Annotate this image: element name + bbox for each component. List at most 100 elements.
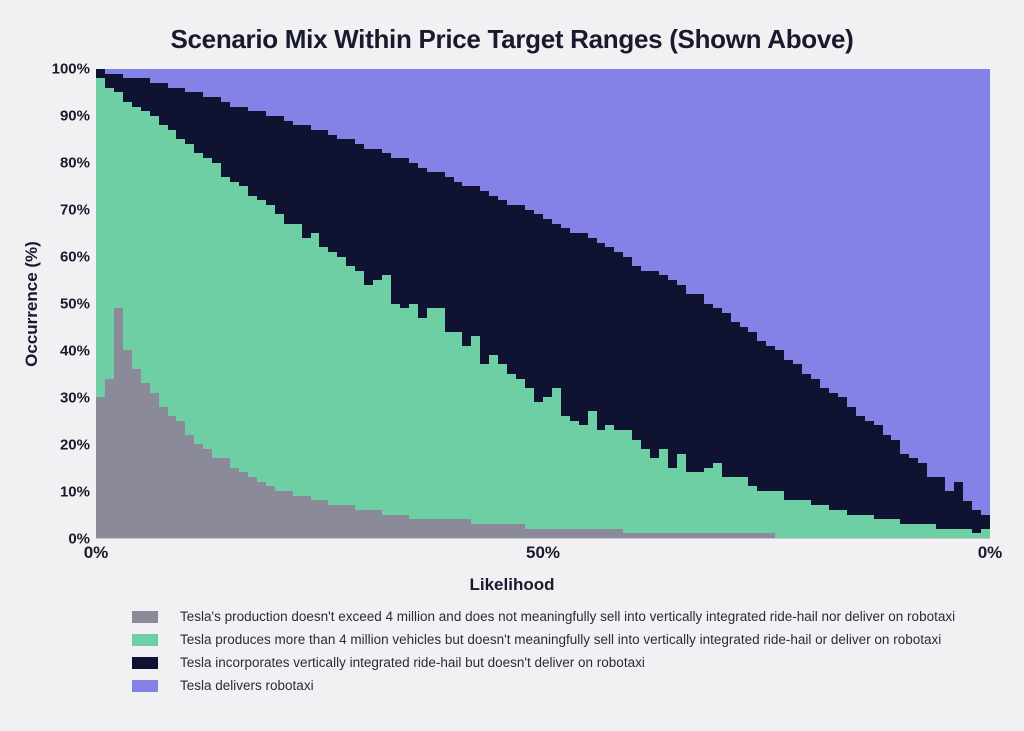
bar-segment-s4 [284, 69, 293, 121]
bar-segment-s1 [543, 529, 552, 538]
bar-segment-s2 [391, 304, 400, 515]
bar-segment-s1 [427, 519, 436, 538]
bar-column [740, 69, 749, 538]
bar-segment-s4 [561, 69, 570, 228]
bar-segment-s2 [838, 510, 847, 538]
bar-segment-s3 [337, 139, 346, 256]
bar-column [552, 69, 561, 538]
bar-segment-s1 [748, 533, 757, 538]
bar-segment-s4 [731, 69, 740, 322]
bar-segment-s1 [284, 491, 293, 538]
bar-segment-s2 [498, 364, 507, 523]
bar-segment-s1 [766, 533, 775, 538]
bar-segment-s2 [865, 515, 874, 538]
bar-column [382, 69, 391, 538]
bar-segment-s4 [543, 69, 552, 219]
bar-segment-s3 [802, 374, 811, 501]
bar-column [132, 69, 141, 538]
bar-segment-s2 [105, 88, 114, 379]
bar-segment-s1 [588, 529, 597, 538]
bar-segment-s1 [552, 529, 561, 538]
bar-segment-s3 [677, 285, 686, 454]
bar-column [856, 69, 865, 538]
bar-segment-s2 [820, 505, 829, 538]
bar-segment-s3 [221, 102, 230, 177]
bar-segment-s2 [436, 308, 445, 519]
bar-segment-s2 [516, 379, 525, 524]
x-tick: 50% [526, 543, 560, 563]
bar-segment-s3 [945, 491, 954, 529]
bar-segment-s3 [927, 477, 936, 524]
bar-segment-s3 [784, 360, 793, 501]
bar-column [713, 69, 722, 538]
bar-segment-s2 [534, 402, 543, 529]
bar-column [820, 69, 829, 538]
bar-segment-s4 [176, 69, 185, 88]
bar-column [811, 69, 820, 538]
bar-segment-s3 [346, 139, 355, 266]
bar-column [936, 69, 945, 538]
bar-segment-s1 [445, 519, 454, 538]
bar-column [185, 69, 194, 538]
bar-column [346, 69, 355, 538]
bar-segment-s3 [418, 168, 427, 318]
bar-segment-s3 [275, 116, 284, 214]
bar-segment-s2 [811, 505, 820, 538]
bar-segment-s2 [561, 416, 570, 529]
bar-segment-s2 [293, 224, 302, 496]
bar-column [909, 69, 918, 538]
bar-segment-s4 [552, 69, 561, 224]
bar-segment-s1 [597, 529, 606, 538]
bar-segment-s3 [740, 327, 749, 477]
bar-segment-s2 [471, 336, 480, 524]
bar-segment-s4 [909, 69, 918, 458]
bar-column [257, 69, 266, 538]
bar-segment-s3 [668, 280, 677, 468]
x-axis-label: Likelihood [22, 575, 1002, 595]
bar-column [391, 69, 400, 538]
bar-column [883, 69, 892, 538]
bar-segment-s3 [588, 238, 597, 412]
bar-segment-s4 [641, 69, 650, 271]
bar-segment-s4 [194, 69, 203, 92]
bar-segment-s2 [963, 529, 972, 538]
bar-segment-s3 [641, 271, 650, 449]
bar-segment-s3 [731, 322, 740, 477]
bar-segment-s4 [802, 69, 811, 374]
bar-column [498, 69, 507, 538]
bar-segment-s3 [766, 346, 775, 491]
bar-segment-s2 [945, 529, 954, 538]
y-tick: 90% [42, 108, 90, 125]
bar-segment-s3 [981, 515, 990, 529]
bar-segment-s3 [114, 74, 123, 93]
bar-segment-s4 [945, 69, 954, 491]
bar-segment-s2 [364, 285, 373, 510]
bar-segment-s2 [266, 205, 275, 486]
bar-segment-s2 [150, 116, 159, 393]
bar-segment-s1 [418, 519, 427, 538]
bar-segment-s4 [257, 69, 266, 111]
bar-segment-s3 [391, 158, 400, 303]
bar-segment-s1 [659, 533, 668, 538]
bar-segment-s2 [248, 196, 257, 477]
bar-segment-s2 [668, 468, 677, 534]
bar-segment-s1 [668, 533, 677, 538]
bar-segment-s4 [856, 69, 865, 416]
bar-column [239, 69, 248, 538]
bar-segment-s2 [168, 130, 177, 416]
bar-segment-s3 [266, 116, 275, 205]
bar-segment-s1 [713, 533, 722, 538]
bar-segment-s4 [793, 69, 802, 364]
bar-segment-s1 [534, 529, 543, 538]
bar-segment-s3 [909, 458, 918, 524]
bar-segment-s4 [605, 69, 614, 247]
bar-segment-s3 [382, 153, 391, 275]
bar-segment-s2 [141, 111, 150, 383]
legend-item: Tesla delivers robotaxi [132, 678, 1002, 693]
bar-segment-s1 [105, 379, 114, 538]
bar-segment-s3 [775, 350, 784, 491]
bar-segment-s4 [748, 69, 757, 332]
bar-segment-s4 [436, 69, 445, 172]
bar-segment-s3 [194, 92, 203, 153]
bar-column [462, 69, 471, 538]
